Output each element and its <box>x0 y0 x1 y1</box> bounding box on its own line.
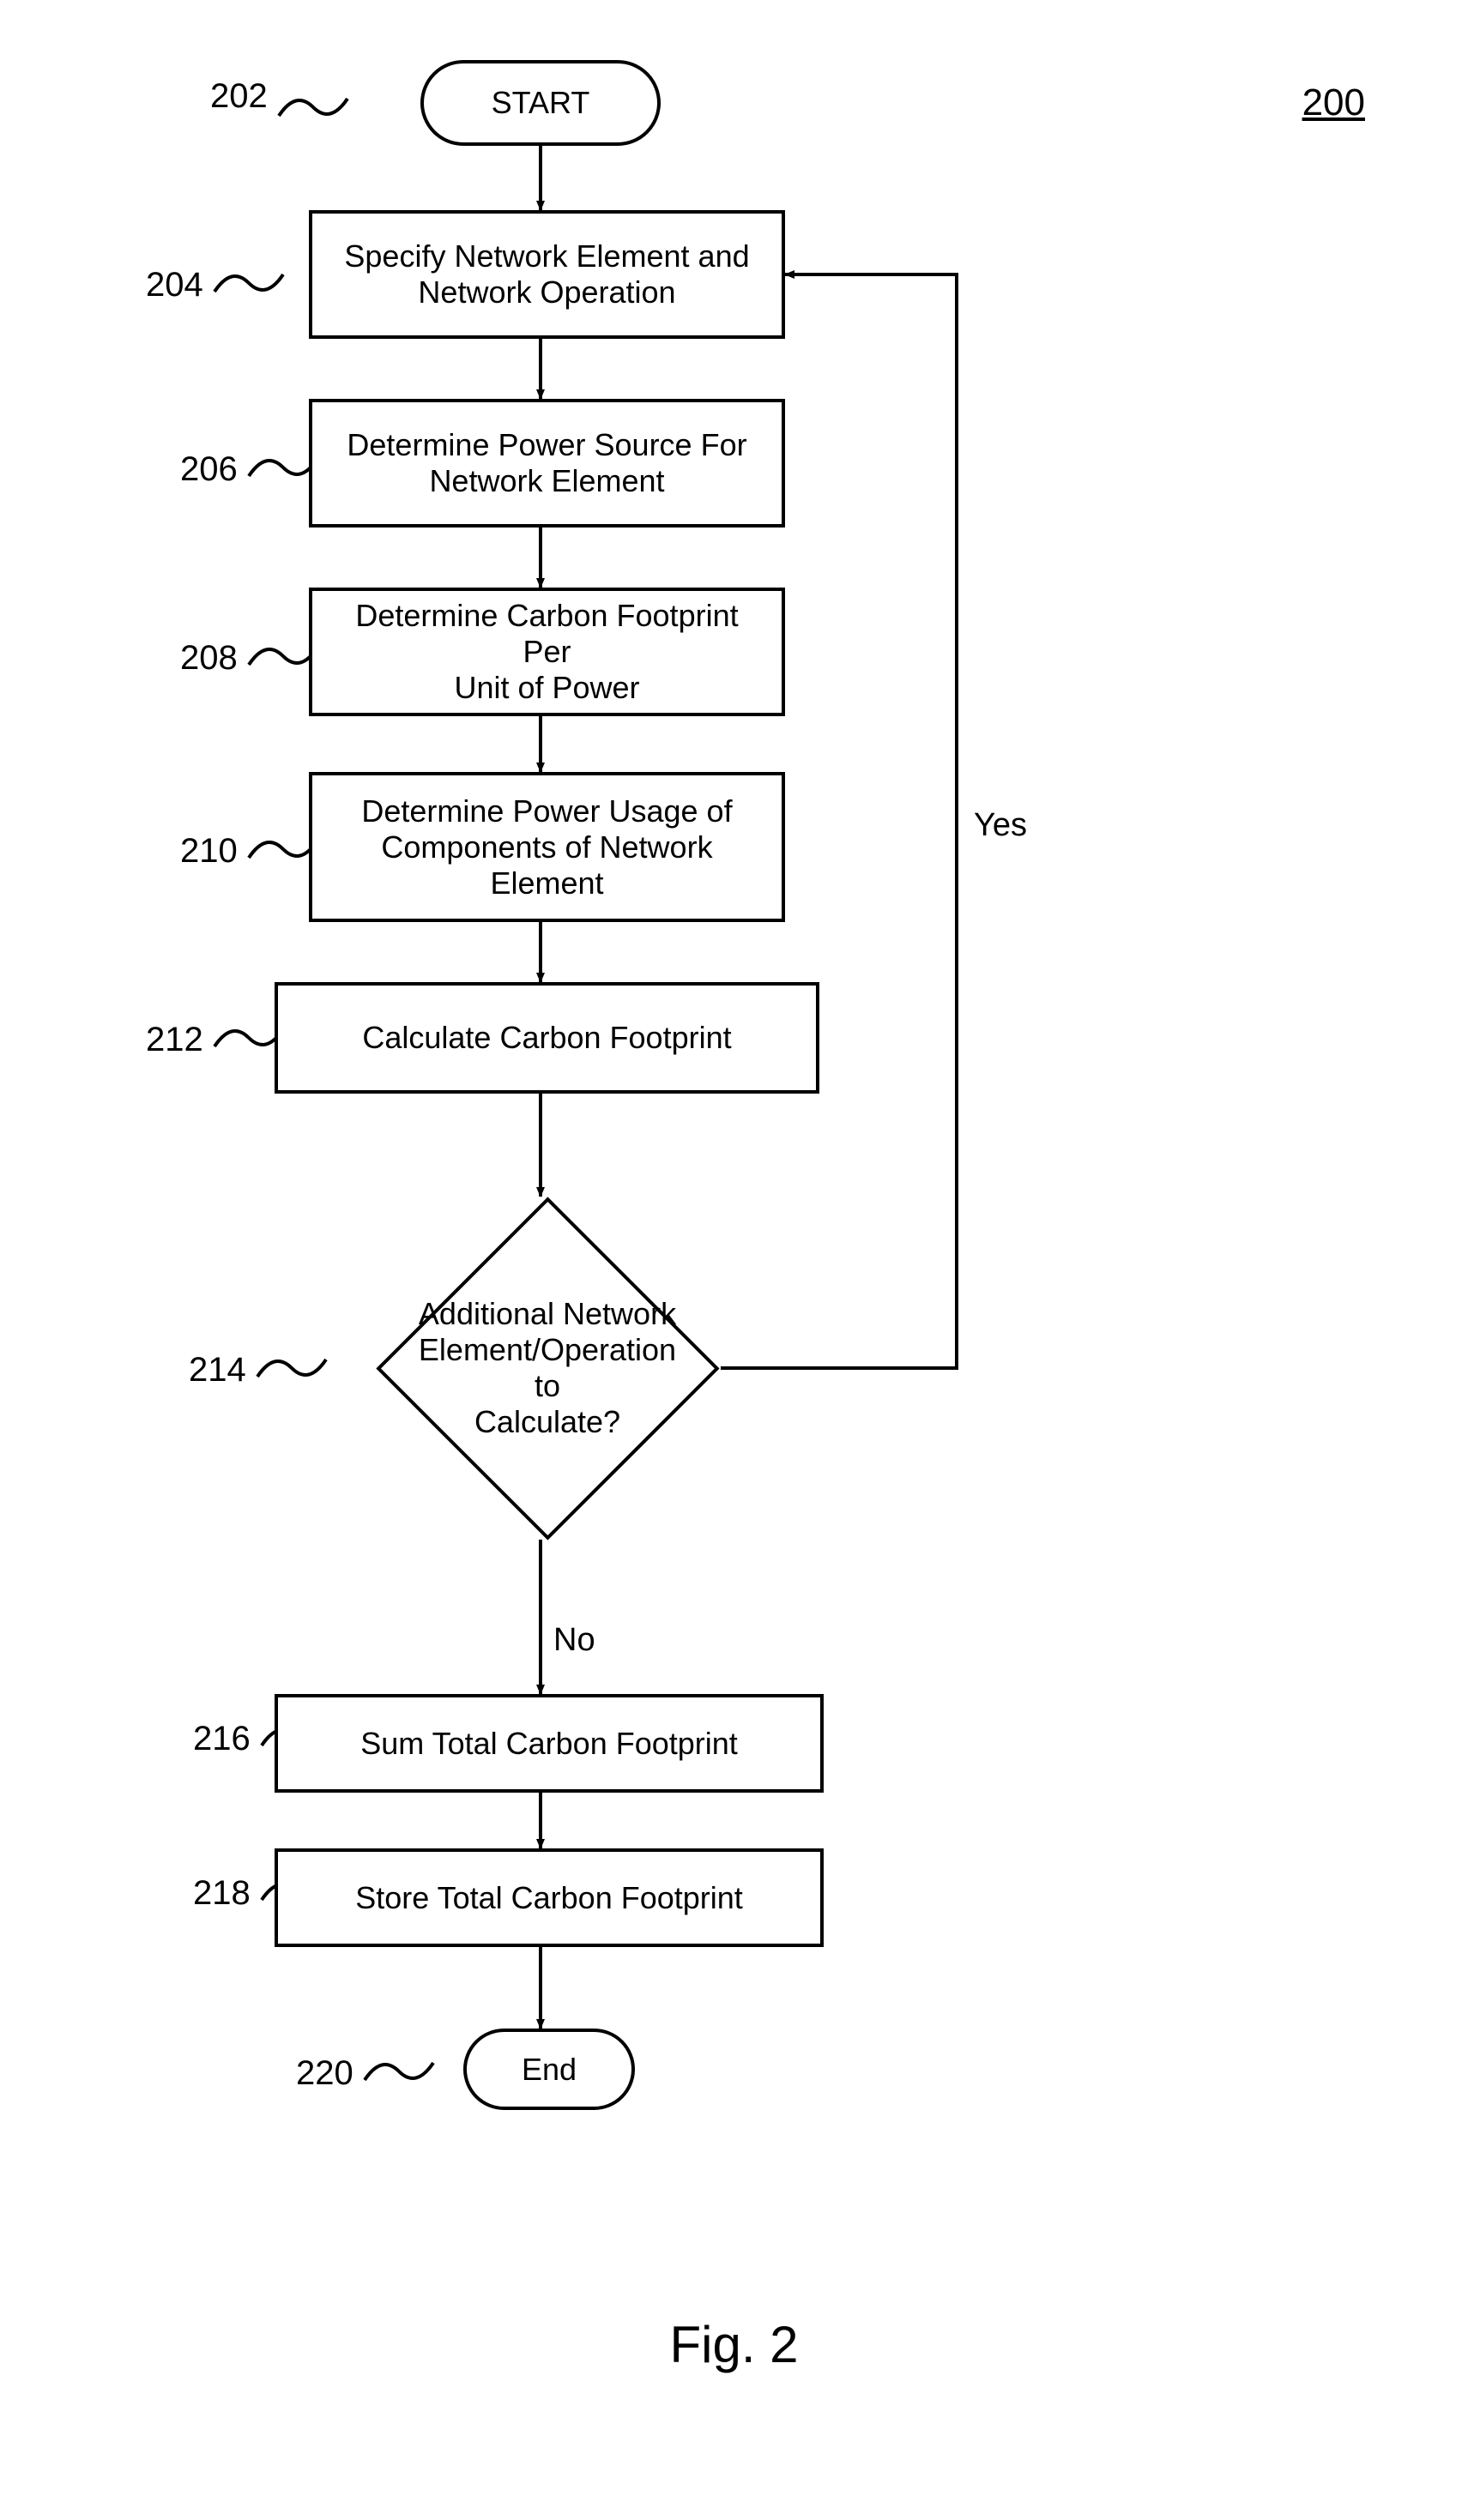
node-n204: Specify Network Element and Network Oper… <box>309 210 785 339</box>
node-label-text: Store Total Carbon Footprint <box>355 1880 743 1916</box>
ref-label-text: 218 <box>193 1874 251 1912</box>
node-n212: Calculate Carbon Footprint <box>275 982 819 1094</box>
edge-label-text: No <box>553 1622 595 1658</box>
node-label-text: Determine Carbon Footprint Per Unit of P… <box>328 598 766 706</box>
figure-ref-text: 200 <box>1302 81 1365 124</box>
ref-label-208: 208 <box>180 639 238 678</box>
node-label: Additional Network Element/Operation to … <box>376 1197 719 1540</box>
node-n206: Determine Power Source For Network Eleme… <box>309 399 785 528</box>
squiggle-connector <box>275 86 352 129</box>
ref-label-text: 204 <box>146 266 203 304</box>
ref-label-text: 212 <box>146 1021 203 1058</box>
ref-label-text: 214 <box>189 1351 246 1389</box>
node-label-text: Additional Network Element/Operation to … <box>402 1296 693 1440</box>
ref-label-218: 218 <box>193 1874 251 1913</box>
node-n216: Sum Total Carbon Footprint <box>275 1694 824 1793</box>
edge-label-yes: Yes <box>974 807 1027 844</box>
squiggle-connector <box>210 262 287 304</box>
node-n218: Store Total Carbon Footprint <box>275 1848 824 1947</box>
node-label-text: START <box>492 85 590 121</box>
node-label-text: Determine Power Source For Network Eleme… <box>347 427 746 499</box>
squiggle-connector <box>360 2050 438 2093</box>
ref-label-text: 210 <box>180 832 238 870</box>
node-label-text: Sum Total Carbon Footprint <box>360 1726 738 1762</box>
node-label-text: Calculate Carbon Footprint <box>362 1020 731 1056</box>
edge-label-text: Yes <box>974 807 1027 843</box>
ref-label-210: 210 <box>180 832 238 871</box>
ref-label-204: 204 <box>146 266 203 304</box>
ref-label-text: 202 <box>210 77 268 115</box>
node-label-text: End <box>522 2052 577 2088</box>
edge-layer <box>0 0 1468 2520</box>
ref-label-202: 202 <box>210 77 268 116</box>
ref-label-text: 216 <box>193 1720 251 1757</box>
ref-label-text: 208 <box>180 639 238 677</box>
ref-label-220: 220 <box>296 2054 353 2093</box>
node-label-text: Specify Network Element and Network Oper… <box>344 238 749 310</box>
ref-label-212: 212 <box>146 1021 203 1059</box>
figure-ref-number: 200 <box>1302 81 1365 124</box>
ref-label-text: 220 <box>296 2054 353 2092</box>
node-n214: Additional Network Element/Operation to … <box>376 1197 719 1540</box>
node-n210: Determine Power Usage of Components of N… <box>309 772 785 922</box>
figure-caption: Fig. 2 <box>0 2315 1468 2374</box>
flowchart-page: 200 202 START 204 Specify Network Element a… <box>0 0 1468 2520</box>
ref-label-214: 214 <box>189 1351 246 1390</box>
node-start: START <box>420 60 661 146</box>
node-n208: Determine Carbon Footprint Per Unit of P… <box>309 588 785 716</box>
squiggle-connector <box>253 1347 330 1390</box>
ref-label-text: 206 <box>180 450 238 488</box>
node-label-text: Determine Power Usage of Components of N… <box>361 793 732 901</box>
edge-label-no: No <box>553 1622 595 1659</box>
ref-label-206: 206 <box>180 450 238 489</box>
node-end: End <box>463 2029 635 2110</box>
ref-label-216: 216 <box>193 1720 251 1758</box>
figure-caption-text: Fig. 2 <box>669 2316 798 2373</box>
